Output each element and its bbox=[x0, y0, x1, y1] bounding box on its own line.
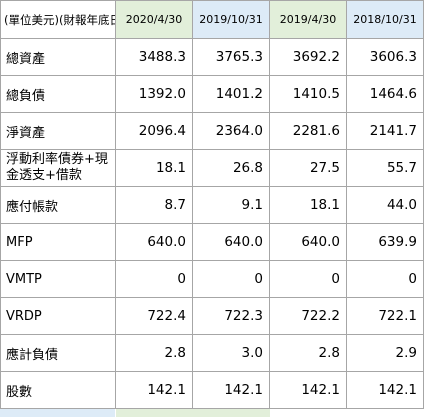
table-row: 浮動利率債券+現金透支+借款 18.1 26.8 27.5 55.7 bbox=[0, 149, 424, 187]
value-cell[interactable]: 2364.0 bbox=[192, 112, 270, 150]
value-cell[interactable]: 0 bbox=[269, 260, 347, 298]
value-cell[interactable]: 640.0 bbox=[269, 223, 347, 261]
value-cell[interactable]: 9.1 bbox=[192, 186, 270, 224]
value-cell[interactable]: 0 bbox=[346, 260, 424, 298]
table-row: 應付帳款 8.7 9.1 18.1 44.0 bbox=[0, 186, 424, 224]
table-row: MFP 640.0 640.0 640.0 639.9 bbox=[0, 223, 424, 261]
row-label-cell[interactable]: 應付帳款 bbox=[0, 186, 116, 224]
row-label-cell[interactable]: 浮動利率債券+現金透支+借款 bbox=[0, 149, 116, 187]
value-cell[interactable]: 722.1 bbox=[346, 297, 424, 335]
value-cell[interactable]: 2.9 bbox=[346, 334, 424, 372]
date-header-cell[interactable]: 2019/10/31 bbox=[192, 0, 270, 39]
value-cell[interactable]: 3765.3 bbox=[192, 38, 270, 76]
value-cell[interactable]: 2.8 bbox=[115, 334, 193, 372]
row-label-cell[interactable]: 應計負債 bbox=[0, 334, 116, 372]
next-row-stub bbox=[0, 408, 424, 417]
table-row: VMTP 0 0 0 0 bbox=[0, 260, 424, 298]
date-header-cell[interactable]: 2020/4/30 bbox=[115, 0, 193, 39]
value-cell[interactable]: 0 bbox=[192, 260, 270, 298]
value-cell[interactable]: 722.2 bbox=[269, 297, 347, 335]
row-label-cell[interactable]: MFP bbox=[0, 223, 116, 261]
value-cell[interactable]: 2.8 bbox=[269, 334, 347, 372]
value-cell[interactable]: 722.3 bbox=[192, 297, 270, 335]
table-row: 股數 142.1 142.1 142.1 142.1 bbox=[0, 371, 424, 409]
value-cell[interactable]: 26.8 bbox=[192, 149, 270, 187]
value-cell[interactable]: 1392.0 bbox=[115, 75, 193, 113]
value-cell[interactable]: 3.0 bbox=[192, 334, 270, 372]
value-cell[interactable]: 1401.2 bbox=[192, 75, 270, 113]
row-label-cell[interactable]: 總負債 bbox=[0, 75, 116, 113]
table-row: 總負債 1392.0 1401.2 1410.5 1464.6 bbox=[0, 75, 424, 113]
value-cell[interactable]: 44.0 bbox=[346, 186, 424, 224]
value-cell[interactable]: 722.4 bbox=[115, 297, 193, 335]
value-cell[interactable]: 1464.6 bbox=[346, 75, 424, 113]
stub-cell-blue bbox=[0, 409, 115, 417]
stub-cell-green bbox=[116, 409, 270, 417]
value-cell[interactable]: 0 bbox=[115, 260, 193, 298]
value-cell[interactable]: 1410.5 bbox=[269, 75, 347, 113]
value-cell[interactable]: 8.7 bbox=[115, 186, 193, 224]
value-cell[interactable]: 18.1 bbox=[269, 186, 347, 224]
row-label-cell[interactable]: 股數 bbox=[0, 371, 116, 409]
table-row: VRDP 722.4 722.3 722.2 722.1 bbox=[0, 297, 424, 335]
value-cell[interactable]: 3692.2 bbox=[269, 38, 347, 76]
value-cell[interactable]: 142.1 bbox=[346, 371, 424, 409]
value-cell[interactable]: 640.0 bbox=[115, 223, 193, 261]
value-cell[interactable]: 3488.3 bbox=[115, 38, 193, 76]
date-header-cell[interactable]: 2018/10/31 bbox=[346, 0, 424, 39]
date-header-cell[interactable]: 2019/4/30 bbox=[269, 0, 347, 39]
financial-table: (單位美元)(財報年底日 2020/4/30 2019/10/31 2019/4… bbox=[0, 0, 424, 409]
table-row: 淨資產 2096.4 2364.0 2281.6 2141.7 bbox=[0, 112, 424, 150]
value-cell[interactable]: 142.1 bbox=[115, 371, 193, 409]
value-cell[interactable]: 2141.7 bbox=[346, 112, 424, 150]
row-label-cell[interactable]: 淨資產 bbox=[0, 112, 116, 150]
header-row: (單位美元)(財報年底日 2020/4/30 2019/10/31 2019/4… bbox=[0, 0, 424, 39]
row-label-cell[interactable]: VMTP bbox=[0, 260, 116, 298]
value-cell[interactable]: 2281.6 bbox=[269, 112, 347, 150]
table-row: 應計負債 2.8 3.0 2.8 2.9 bbox=[0, 334, 424, 372]
value-cell[interactable]: 142.1 bbox=[192, 371, 270, 409]
value-cell[interactable]: 27.5 bbox=[269, 149, 347, 187]
value-cell[interactable]: 18.1 bbox=[115, 149, 193, 187]
table-row: 總資產 3488.3 3765.3 3692.2 3606.3 bbox=[0, 38, 424, 76]
value-cell[interactable]: 2096.4 bbox=[115, 112, 193, 150]
value-cell[interactable]: 55.7 bbox=[346, 149, 424, 187]
value-cell[interactable]: 639.9 bbox=[346, 223, 424, 261]
row-label-cell[interactable]: 總資產 bbox=[0, 38, 116, 76]
value-cell[interactable]: 3606.3 bbox=[346, 38, 424, 76]
value-cell[interactable]: 142.1 bbox=[269, 371, 347, 409]
row-label-cell[interactable]: VRDP bbox=[0, 297, 116, 335]
unit-header-cell[interactable]: (單位美元)(財報年底日 bbox=[0, 0, 116, 39]
value-cell[interactable]: 640.0 bbox=[192, 223, 270, 261]
